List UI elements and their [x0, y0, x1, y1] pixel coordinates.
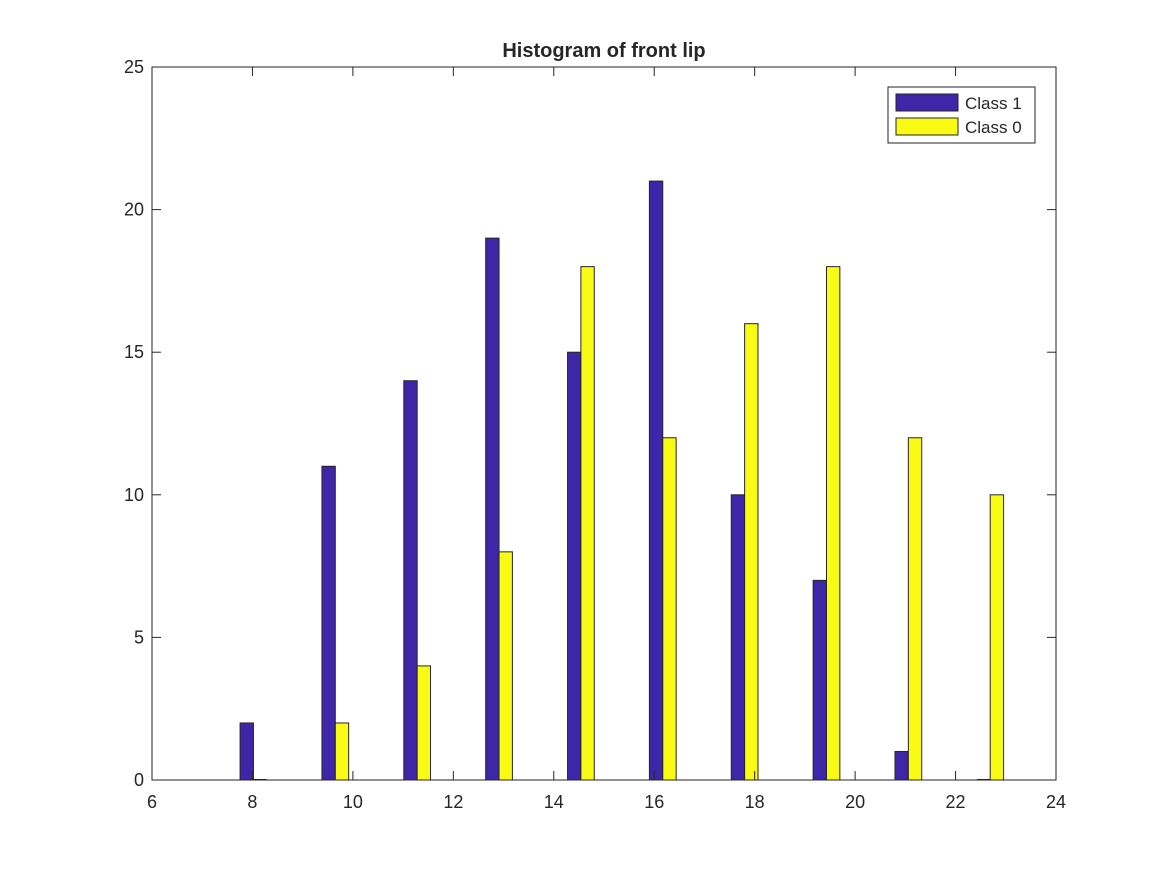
bar-class-0-8 [907, 437, 923, 781]
x-tick-label-8: 22 [946, 792, 966, 812]
x-tick-label-3: 12 [443, 792, 463, 812]
bar-class-0-3 [498, 551, 513, 781]
bars-layer [239, 180, 1005, 781]
bar-class-1-8 [894, 750, 909, 781]
axes-background [152, 67, 1056, 780]
bar-class-0-6 [744, 323, 759, 781]
bar-class-1-5 [648, 180, 664, 781]
bar-class-0-1 [334, 722, 350, 781]
bar-class-0-4 [580, 266, 595, 781]
x-tick-label-6: 18 [745, 792, 765, 812]
bar-class-1-3 [485, 237, 500, 781]
y-tick-label-2: 10 [124, 485, 144, 505]
x-tick-label-5: 16 [644, 792, 664, 812]
bar-class-1-7 [812, 579, 827, 781]
bar-class-1-0 [239, 722, 254, 781]
bar-class-1-1 [321, 465, 336, 781]
legend-swatch-class-1 [895, 93, 959, 112]
x-tick-label-4: 14 [544, 792, 564, 812]
bar-class-0-5 [662, 437, 677, 781]
legend-label-class-0: Class 0 [965, 118, 1022, 137]
ticks-layer: 6 8 10 12 14 16 18 20 22 24 0 5 10 15 20 25 [124, 57, 1066, 812]
chart-title: Histogram of front lip [502, 40, 705, 62]
x-tick-label-1: 8 [247, 792, 257, 812]
legend: Class 1 Class 0 [887, 86, 1036, 144]
x-tick-label-9: 24 [1046, 792, 1066, 812]
x-tick-label-0: 6 [147, 792, 157, 812]
axes-frame [151, 66, 1057, 781]
y-tick-label-4: 20 [124, 200, 144, 220]
bar-class-1-2 [403, 380, 418, 781]
x-tick-label-2: 10 [343, 792, 363, 812]
bar-class-0-7 [825, 266, 841, 781]
y-tick-label-5: 25 [124, 57, 144, 77]
bar-class-1-4 [567, 351, 582, 781]
legend-label-class-1: Class 1 [965, 94, 1022, 113]
bar-class-0-9 [989, 494, 1005, 781]
y-tick-label-3: 15 [124, 342, 144, 362]
bar-class-0-2 [416, 665, 432, 781]
plot-area: 6 8 10 12 14 16 18 20 22 24 0 5 10 15 20 25 [124, 57, 1066, 812]
y-tick-label-0: 0 [134, 770, 144, 790]
bar-class-1-6 [730, 494, 746, 781]
x-tick-label-7: 20 [845, 792, 865, 812]
legend-swatch-class-0 [895, 117, 959, 136]
y-tick-label-1: 5 [134, 627, 144, 647]
